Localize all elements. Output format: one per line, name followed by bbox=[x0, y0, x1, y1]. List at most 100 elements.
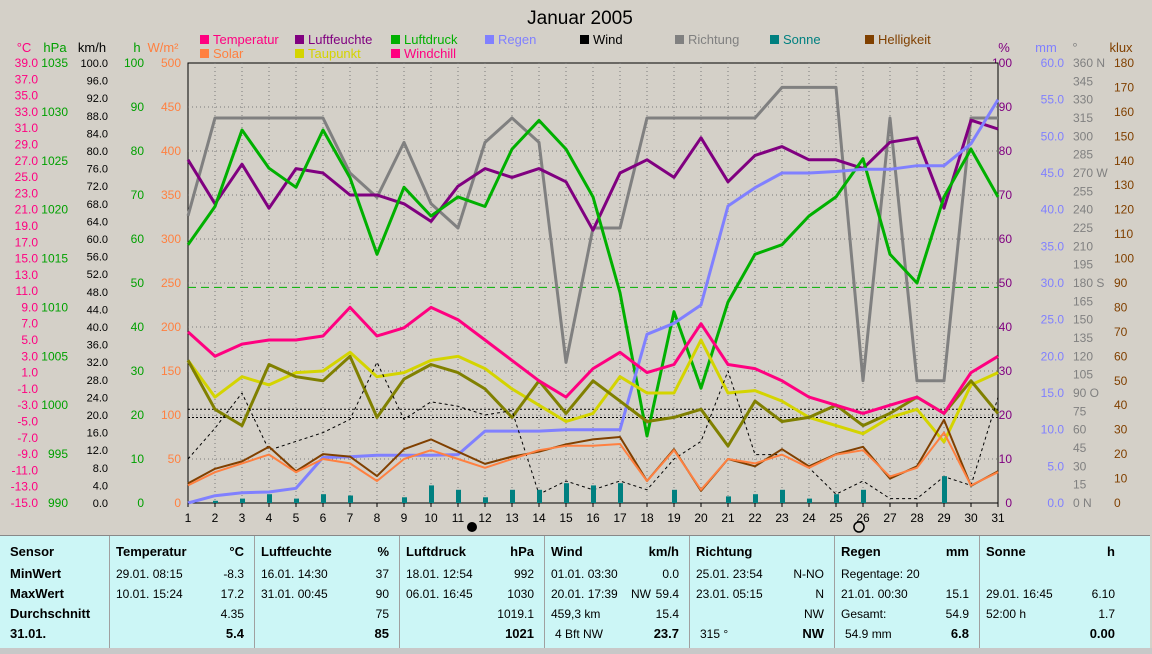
richtung-max-time: 23.01. 05:15 bbox=[696, 587, 763, 601]
brightness-tick-label: 80 bbox=[1114, 300, 1128, 314]
sun-tick-label: 90 bbox=[131, 100, 145, 114]
temp-tick-label: 15.0 bbox=[15, 252, 39, 266]
sonne-bar bbox=[942, 476, 947, 503]
wind-tick-label: 72.0 bbox=[87, 181, 108, 193]
wind-tick-label: 20.0 bbox=[87, 410, 108, 422]
sun-tick-label: 20 bbox=[131, 408, 145, 422]
x-tick-label: 21 bbox=[721, 511, 735, 525]
sonne-section: Sonne h 29.01. 16:45 6.10 52:00 h 1.7 0.… bbox=[980, 536, 1125, 648]
temperatur-min: -8.3 bbox=[223, 567, 244, 581]
sonne-bar bbox=[213, 500, 218, 503]
solar-tick-label: 200 bbox=[161, 320, 181, 334]
sonne-bar bbox=[321, 494, 326, 503]
sun-tick-label: 30 bbox=[131, 364, 145, 378]
x-tick-label: 16 bbox=[586, 511, 600, 525]
regen-today: 6.8 bbox=[950, 626, 969, 641]
legend-swatch bbox=[485, 35, 494, 44]
sonne-bar bbox=[672, 489, 677, 503]
wind-tick-label: 16.0 bbox=[87, 428, 108, 440]
direction-tick-label: 120 bbox=[1073, 349, 1093, 363]
temp-tick-label: 39.0 bbox=[15, 56, 39, 70]
temp-tick-label: 29.0 bbox=[15, 137, 39, 151]
sun-tick-label: 50 bbox=[131, 276, 145, 290]
legend-swatch bbox=[675, 35, 684, 44]
sun-unit-label: h bbox=[133, 40, 140, 55]
humidity-tick-label: 30 bbox=[999, 364, 1013, 378]
rain-tick-label: 55.0 bbox=[1041, 93, 1065, 107]
x-tick-label: 5 bbox=[293, 511, 300, 525]
temp-tick-label: 5.0 bbox=[21, 333, 38, 347]
legend-item: Helligkeit bbox=[878, 32, 931, 47]
sun-tick-label: 0 bbox=[137, 496, 144, 510]
direction-tick-label: 135 bbox=[1073, 331, 1093, 345]
press-unit-label: hPa bbox=[43, 40, 67, 55]
solar-tick-label: 350 bbox=[161, 188, 181, 202]
sonne-bar bbox=[753, 494, 758, 503]
sensor-header: Sensor bbox=[10, 544, 55, 559]
press-tick-label: 995 bbox=[48, 447, 68, 461]
temp-tick-label: 23.0 bbox=[15, 186, 39, 200]
direction-tick-label: 360 N bbox=[1073, 56, 1105, 70]
rain-tick-label: 5.0 bbox=[1047, 459, 1064, 473]
direction-tick-label: 300 bbox=[1073, 129, 1093, 143]
legend-swatch bbox=[200, 35, 209, 44]
wind-distance: 459,3 km bbox=[551, 607, 601, 621]
humidity-tick-label: 50 bbox=[999, 276, 1013, 290]
wind-tick-label: 64.0 bbox=[87, 216, 108, 228]
rain-tick-label: 20.0 bbox=[1041, 349, 1065, 363]
sonne-avg: 1.7 bbox=[1098, 607, 1115, 621]
legend-item: Regen bbox=[498, 32, 536, 47]
sonne-bar bbox=[456, 489, 461, 503]
sonne-bar bbox=[807, 498, 812, 503]
x-tick-label: 4 bbox=[266, 511, 273, 525]
direction-tick-label: 90 O bbox=[1073, 386, 1099, 400]
legend-item: Richtung bbox=[688, 32, 739, 47]
sun-tick-label: 10 bbox=[131, 452, 145, 466]
richtung-min-time: 25.01. 23:54 bbox=[696, 567, 763, 581]
x-tick-label: 31 bbox=[991, 511, 1005, 525]
temp-tick-label: 19.0 bbox=[15, 219, 39, 233]
luftdruck-avg: 1019.1 bbox=[497, 607, 534, 621]
luftfeuchte-max-time: 31.01. 00:45 bbox=[261, 587, 328, 601]
direction-tick-label: 15 bbox=[1073, 478, 1087, 492]
richtung-avg: NW bbox=[804, 607, 824, 621]
row-label-today: 31.01. bbox=[10, 626, 47, 641]
direction-tick-label: 210 bbox=[1073, 239, 1093, 253]
luftdruck-header: Luftdruck bbox=[406, 544, 466, 559]
brightness-tick-label: 60 bbox=[1114, 349, 1128, 363]
wind-tick-label: 80.0 bbox=[87, 146, 108, 158]
full-moon-marker bbox=[467, 522, 477, 532]
x-tick-label: 18 bbox=[640, 511, 654, 525]
luftdruck-line bbox=[186, 118, 1000, 438]
richtung-today: NW bbox=[802, 626, 824, 641]
wind-tick-label: 40.0 bbox=[87, 322, 108, 334]
x-tick-label: 25 bbox=[829, 511, 843, 525]
direction-tick-label: 255 bbox=[1073, 184, 1093, 198]
x-tick-label: 22 bbox=[748, 511, 762, 525]
regen-tage: Regentage: 20 bbox=[841, 567, 920, 581]
press-tick-label: 1030 bbox=[41, 105, 68, 119]
x-tick-label: 3 bbox=[239, 511, 246, 525]
rain-tick-label: 30.0 bbox=[1041, 276, 1065, 290]
wind-tick-label: 92.0 bbox=[87, 93, 108, 105]
x-tick-label: 24 bbox=[802, 511, 816, 525]
wind-tick-label: 12.0 bbox=[87, 445, 108, 457]
luftfeuchte-unit: % bbox=[377, 544, 389, 559]
sonne-unit: h bbox=[1107, 544, 1115, 559]
x-tick-label: 9 bbox=[401, 511, 408, 525]
solar-tick-label: 250 bbox=[161, 276, 181, 290]
temp-tick-label: -11.0 bbox=[12, 463, 39, 477]
sonne-bar bbox=[348, 495, 353, 503]
x-tick-label: 20 bbox=[694, 511, 708, 525]
wind-tick-label: 84.0 bbox=[87, 128, 108, 140]
luftfeuchte-min-time: 16.01. 14:30 bbox=[261, 567, 328, 581]
sonne-bar bbox=[510, 489, 515, 503]
humidity-tick-label: 60 bbox=[999, 232, 1013, 246]
x-tick-label: 30 bbox=[964, 511, 978, 525]
direction-tick-label: 105 bbox=[1073, 368, 1093, 382]
taupunkt-line bbox=[186, 338, 999, 444]
regen-gesamt-label: Gesamt: bbox=[841, 607, 887, 621]
humidity-tick-label: 90 bbox=[999, 100, 1013, 114]
luftfeuchte-today: 85 bbox=[374, 626, 389, 641]
sonne-bar bbox=[591, 485, 596, 503]
